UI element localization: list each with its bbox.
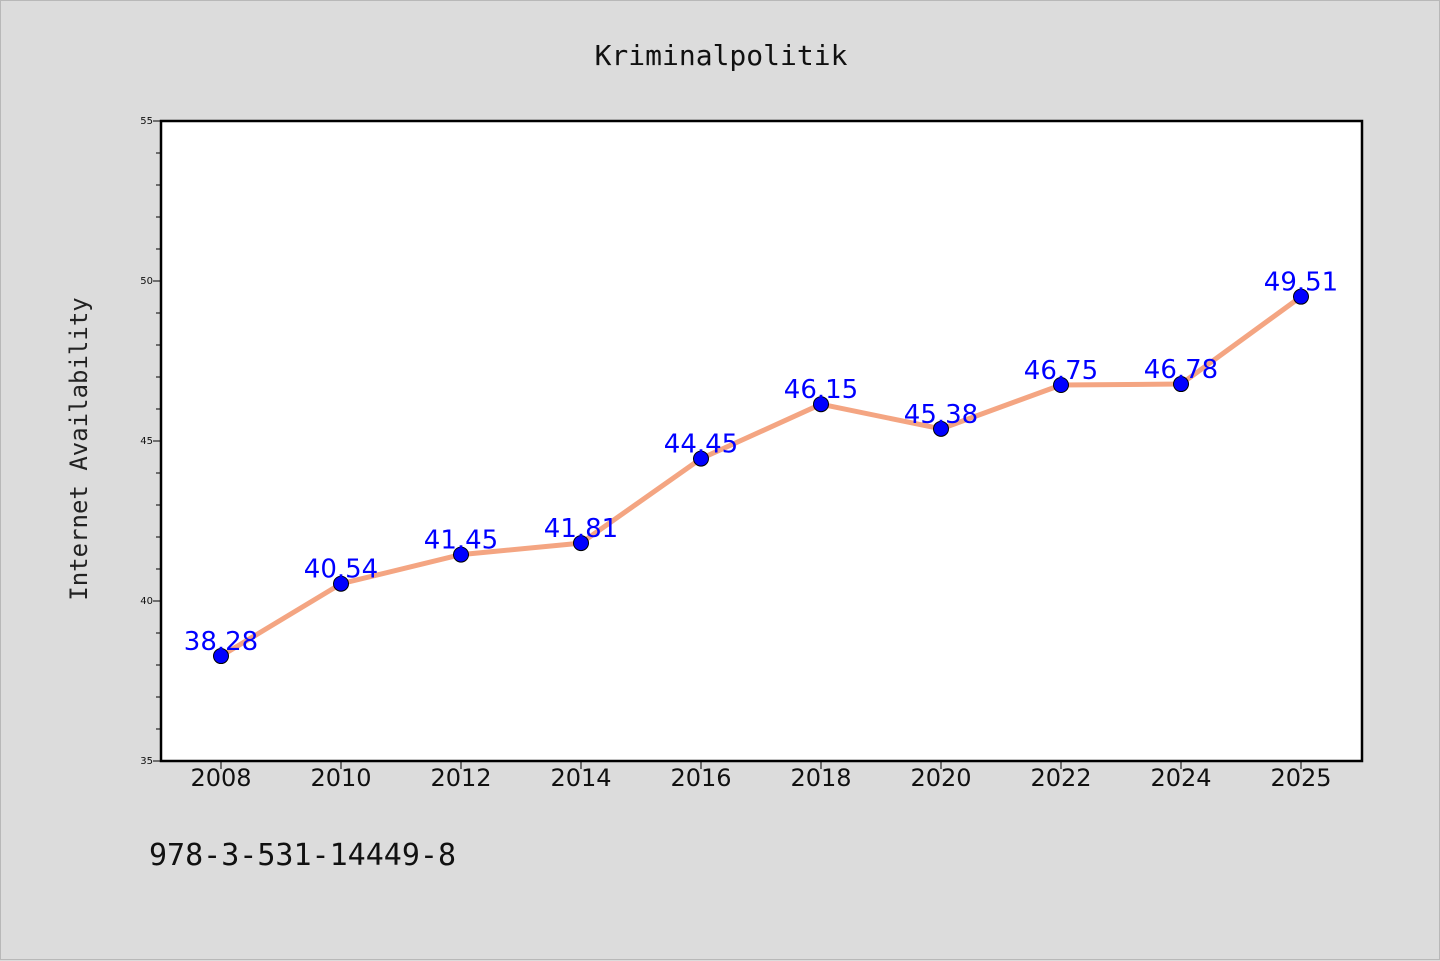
- x-tick-label: 2025: [1270, 764, 1331, 792]
- y-tick-label: 55: [140, 116, 153, 127]
- data-label: 40.54: [304, 555, 378, 585]
- data-label: 41.81: [544, 514, 618, 544]
- x-tick-label: 2014: [550, 764, 611, 792]
- isbn-code: 978-3-531-14449-8: [149, 838, 456, 873]
- data-label: 38.28: [184, 627, 258, 657]
- data-point: [1173, 376, 1189, 393]
- data-label: 41.45: [424, 526, 498, 556]
- data-label: 46.15: [784, 375, 858, 405]
- x-tick-label: 2012: [430, 764, 491, 792]
- series-line: [218, 294, 1304, 659]
- plot-area: [159, 119, 1364, 763]
- data-label: 45.38: [904, 400, 978, 430]
- series-line-group: [213, 288, 1309, 665]
- x-tick-label: 2020: [910, 764, 971, 792]
- data-point: [813, 396, 829, 413]
- data-point: [933, 420, 949, 437]
- x-axis: 2008 2010 2012 2014 2016 2018 2020 2022 2024 2025: [190, 761, 1332, 792]
- x-tick-label: 2022: [1030, 764, 1091, 792]
- data-label: 46.78: [1144, 355, 1218, 385]
- y-tick-label: 40: [140, 596, 153, 607]
- y-tick-label: 50: [140, 276, 153, 287]
- y-tick-label: 45: [140, 436, 153, 447]
- y-axis-label: Internet Availability: [65, 297, 93, 600]
- data-point: [1053, 377, 1069, 393]
- y-tick-label: 35: [140, 756, 153, 767]
- y-axis: 35 40 45 50 55: [140, 116, 161, 767]
- data-point: [333, 575, 349, 592]
- x-tick-label: 2016: [670, 764, 731, 792]
- x-tick-label: 2024: [1150, 764, 1211, 792]
- data-label: 49.51: [1264, 268, 1338, 298]
- data-point: [573, 535, 589, 552]
- data-point: [213, 648, 229, 665]
- data-labels: 38.28 40.54 41.45 41.81 44.45 46.15 45.38 46.75…: [184, 268, 1338, 657]
- x-tick-label: 2018: [790, 764, 851, 792]
- data-point: [453, 546, 469, 563]
- chart-title: Kriminalpolitik: [595, 39, 848, 72]
- x-tick-label: 2010: [310, 764, 371, 792]
- data-point: [693, 450, 709, 467]
- data-label: 44.45: [664, 430, 738, 460]
- x-tick-label: 2008: [190, 764, 251, 792]
- data-label: 46.75: [1024, 356, 1098, 386]
- data-point: [1293, 288, 1309, 305]
